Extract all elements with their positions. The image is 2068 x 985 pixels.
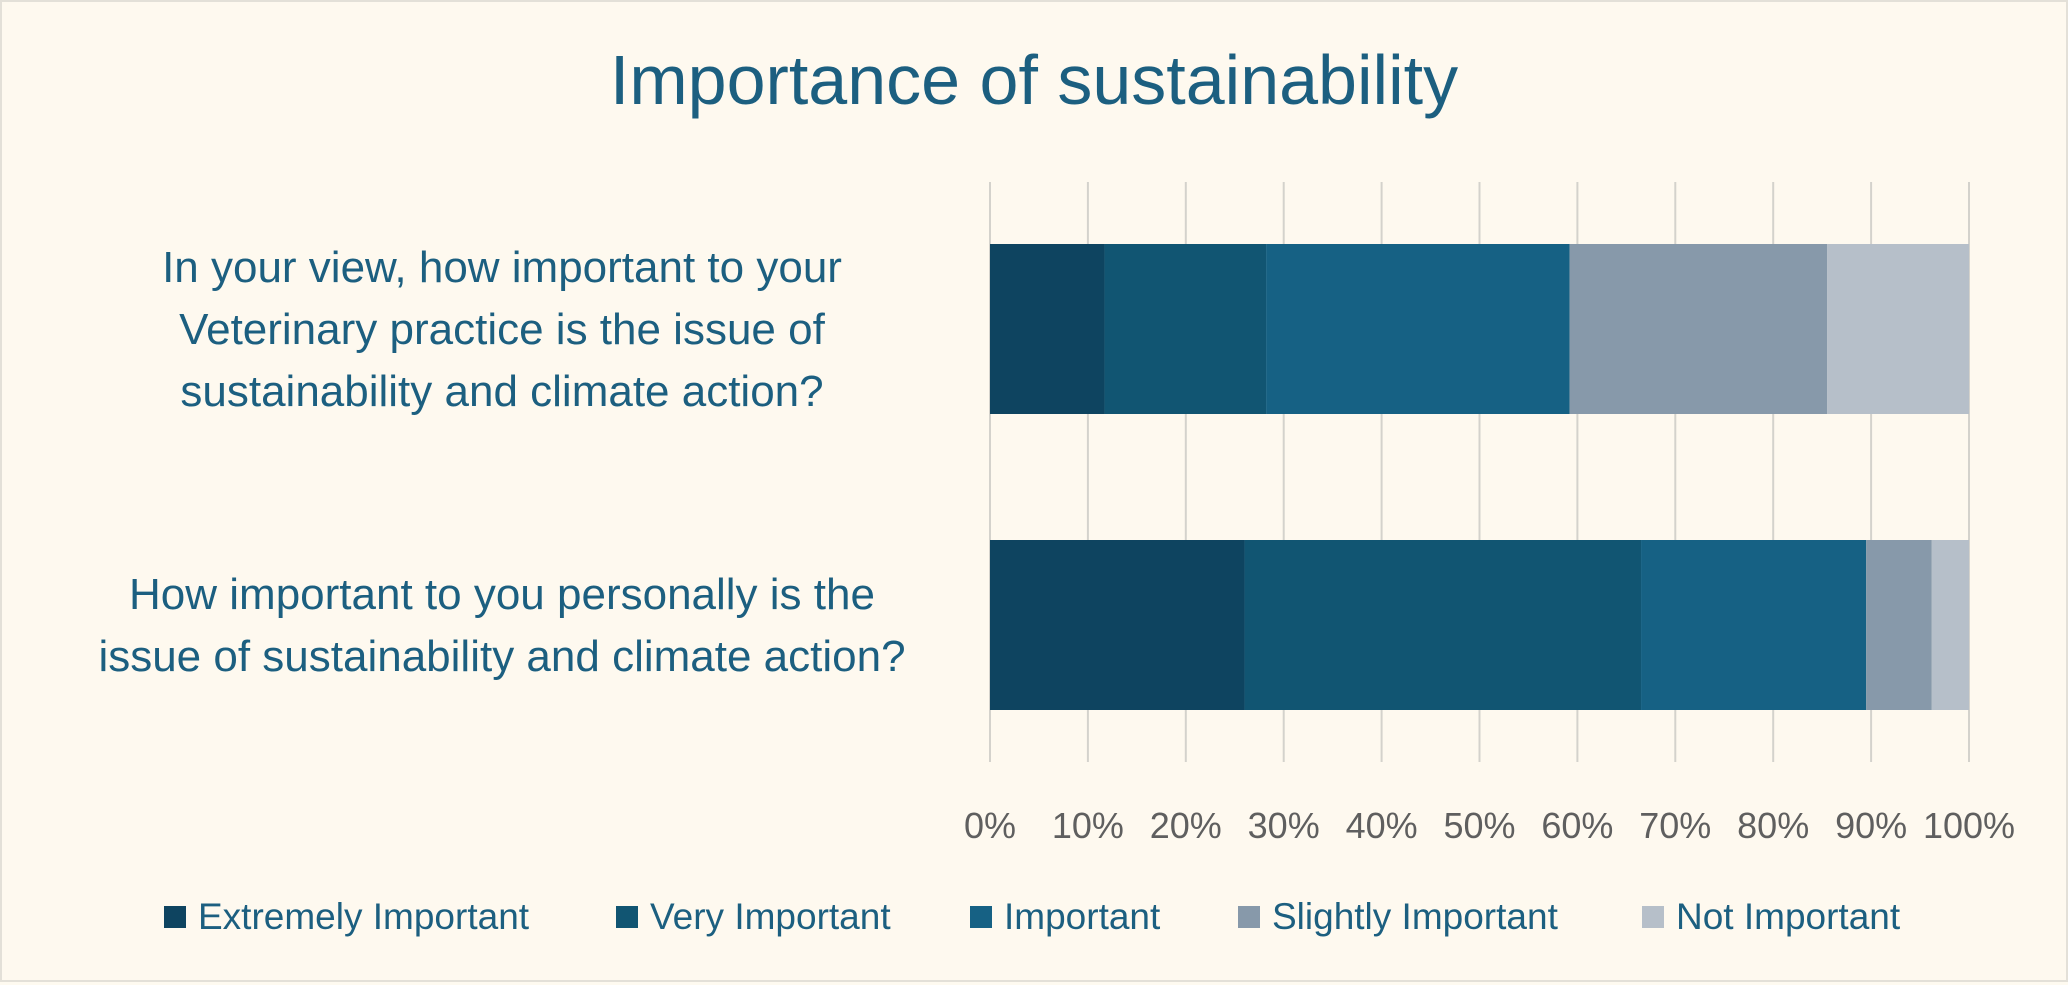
tick-label-0pct: 0%: [964, 805, 1016, 846]
category-label-line: In your view, how important to your: [162, 243, 842, 292]
bar-very-important-q2: [1244, 540, 1642, 710]
legend-swatch-not-important: [1642, 906, 1664, 928]
x-axis-tick-labels: 0% 10% 20% 30% 40% 50% 60% 70% 80% 90% 100%: [964, 805, 2015, 846]
tick-label-60pct: 60%: [1541, 805, 1613, 846]
bar-extremely-important-q1: [990, 244, 1105, 414]
category-labels: In your view, how important to your Veter…: [98, 243, 905, 681]
bar-extremely-important-q2: [990, 540, 1245, 710]
bar-very-important-q1: [1104, 244, 1267, 414]
legend-swatch-very-important: [616, 906, 638, 928]
tick-label-20pct: 20%: [1150, 805, 1222, 846]
bar-slightly-important-q1: [1569, 244, 1828, 414]
chart-title: Importance of sustainability: [610, 41, 1458, 119]
bar-not-important-q1: [1827, 244, 1969, 414]
category-label-line: sustainability and climate action?: [180, 367, 823, 416]
tick-label-10pct: 10%: [1052, 805, 1124, 846]
legend-label-important: Important: [1004, 896, 1161, 937]
tick-label-100pct: 100%: [1923, 805, 2015, 846]
legend-swatch-extremely-important: [164, 906, 186, 928]
category-label-line: How important to you personally is the: [129, 570, 875, 619]
category-label-line: Veterinary practice is the issue of: [179, 305, 825, 354]
legend-label-slightly-important: Slightly Important: [1272, 896, 1559, 937]
bar-important-q2: [1641, 540, 1867, 710]
legend-item-very-important: Very Important: [616, 896, 891, 937]
tick-label-50pct: 50%: [1443, 805, 1515, 846]
legend-label-extremely-important: Extremely Important: [198, 896, 530, 937]
bar-important-q1: [1266, 244, 1570, 414]
legend-item-extremely-important: Extremely Important: [164, 896, 530, 937]
tick-label-30pct: 30%: [1248, 805, 1320, 846]
legend-item-slightly-important: Slightly Important: [1238, 896, 1559, 937]
legend-item-not-important: Not Important: [1642, 896, 1901, 937]
tick-label-40pct: 40%: [1346, 805, 1418, 846]
tick-label-70pct: 70%: [1639, 805, 1711, 846]
tick-label-90pct: 90%: [1835, 805, 1907, 846]
category-label-line: issue of sustainability and climate acti…: [98, 632, 905, 681]
category-label-q1: In your view, how important to your Veter…: [162, 243, 842, 416]
legend-label-not-important: Not Important: [1676, 896, 1901, 937]
bar-slightly-important-q2: [1866, 540, 1932, 710]
legend: Extremely Important Very Important Importa…: [164, 896, 1901, 937]
legend-label-very-important: Very Important: [650, 896, 891, 937]
tick-label-80pct: 80%: [1737, 805, 1809, 846]
category-label-q2: How important to you personally is the is…: [98, 570, 905, 681]
bars: [990, 244, 1969, 710]
legend-swatch-slightly-important: [1238, 906, 1260, 928]
legend-item-important: Important: [970, 896, 1161, 937]
bar-not-important-q2: [1931, 540, 1969, 710]
legend-swatch-important: [970, 906, 992, 928]
